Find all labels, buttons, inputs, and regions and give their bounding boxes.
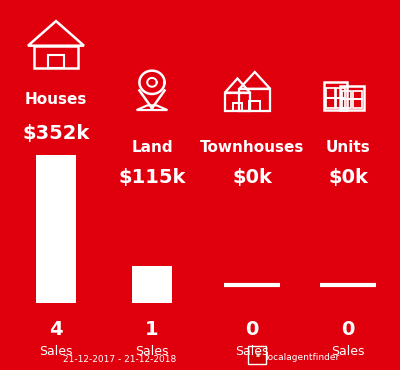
Text: $115k: $115k xyxy=(118,168,186,187)
FancyBboxPatch shape xyxy=(132,266,172,303)
Text: 1: 1 xyxy=(145,320,159,339)
Text: Townhouses: Townhouses xyxy=(200,141,304,155)
Text: $0k: $0k xyxy=(328,168,368,187)
Text: 0: 0 xyxy=(341,320,355,339)
Text: Units: Units xyxy=(326,141,370,155)
Text: $0k: $0k xyxy=(232,168,272,187)
Text: ♛: ♛ xyxy=(254,352,260,358)
Text: $352k: $352k xyxy=(22,124,90,143)
Text: Houses: Houses xyxy=(25,92,87,107)
Text: 4: 4 xyxy=(49,320,63,339)
FancyBboxPatch shape xyxy=(36,155,76,303)
Text: localagentfinder: localagentfinder xyxy=(265,353,339,362)
FancyBboxPatch shape xyxy=(248,346,266,364)
Text: Sales: Sales xyxy=(135,345,169,358)
Text: Sales: Sales xyxy=(39,345,73,358)
Text: Land: Land xyxy=(131,141,173,155)
Text: 0: 0 xyxy=(245,320,259,339)
Text: Sales: Sales xyxy=(235,345,269,358)
Text: 21-12-2017 - 21-12-2018: 21-12-2017 - 21-12-2018 xyxy=(63,356,177,364)
Text: Sales: Sales xyxy=(331,345,365,358)
